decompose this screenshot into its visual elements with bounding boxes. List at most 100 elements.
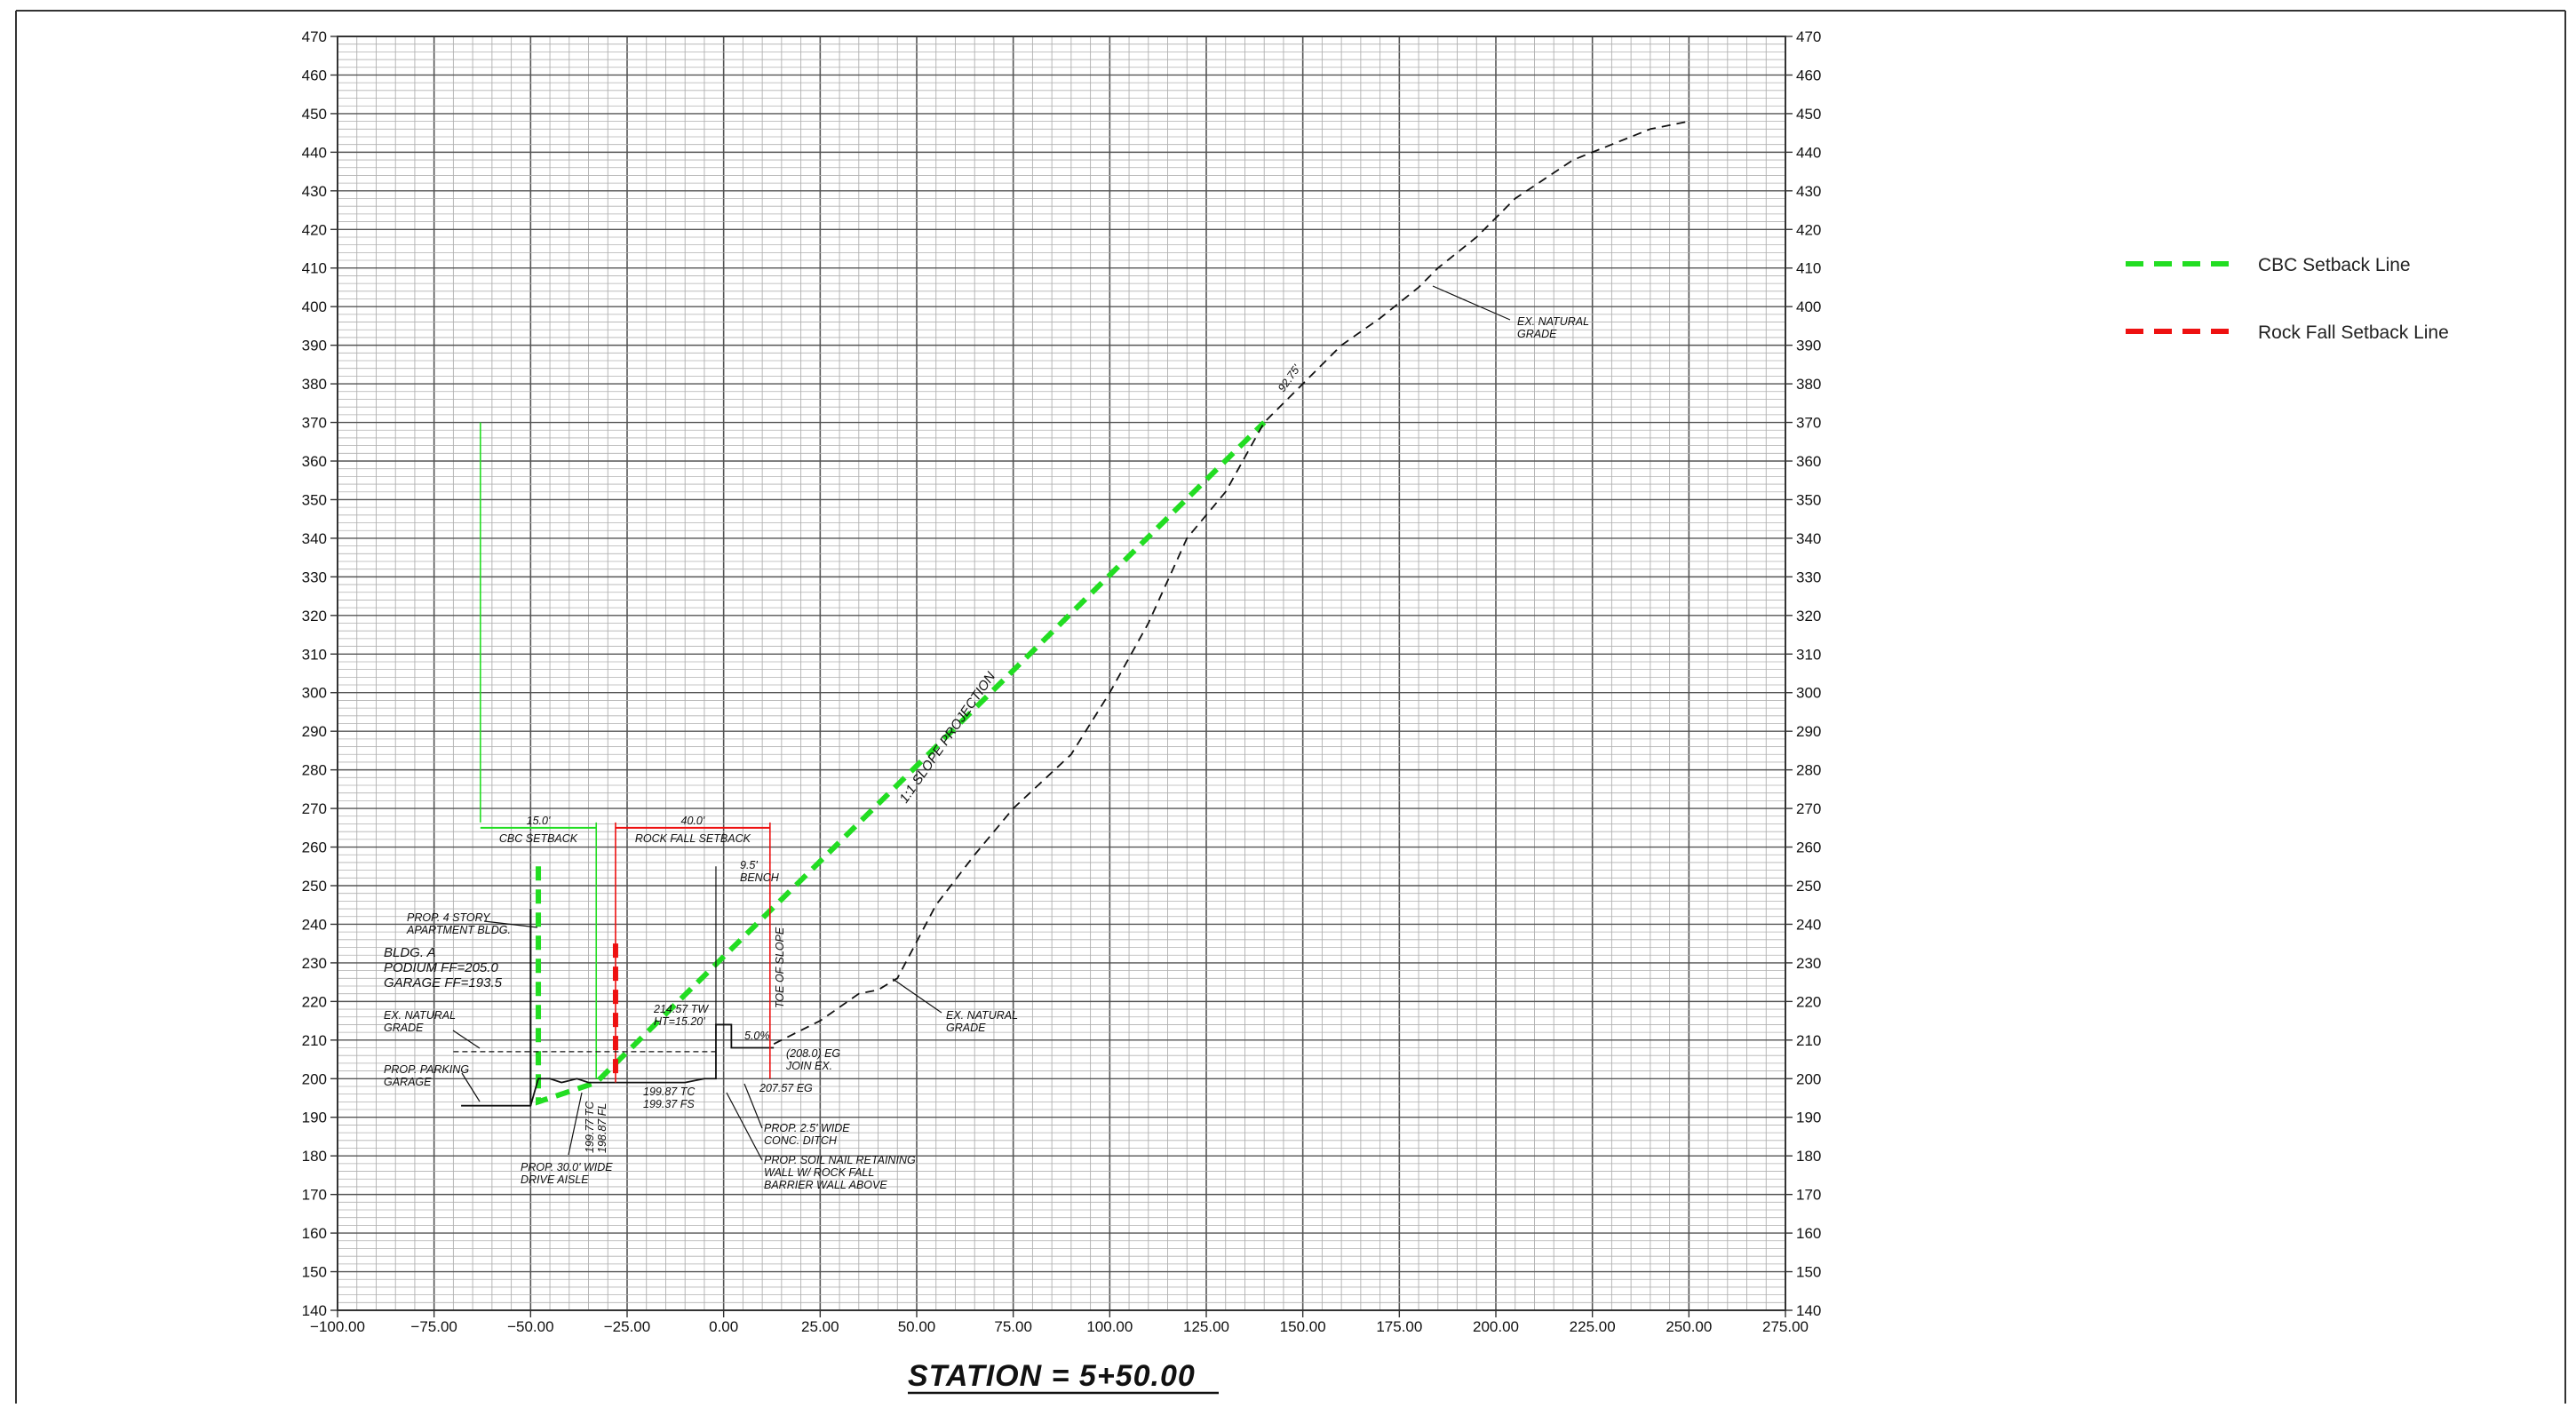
y-tick-label-left: 400 <box>302 298 327 315</box>
dimension-label: CBC SETBACK <box>499 832 578 845</box>
y-tick-label-left: 260 <box>302 839 327 856</box>
dimension-value: 40.0' <box>681 815 705 827</box>
annotation-label: EX. NATURAL GRADE <box>384 1009 456 1034</box>
y-tick-label-right: 430 <box>1796 183 1821 200</box>
annotation-line: PODIUM FF=205.0 <box>384 960 498 975</box>
annotation-line: APARTMENT BLDG. <box>406 924 511 936</box>
annotation-label: PROP. 4 STORY APARTMENT BLDG. <box>406 911 511 936</box>
y-tick-label-left: 330 <box>302 569 327 585</box>
y-tick-label-right: 450 <box>1796 106 1821 123</box>
y-tick-label-right: 140 <box>1796 1302 1821 1319</box>
y-tick-label-right: 330 <box>1796 569 1821 585</box>
annotation-line: 9.5' <box>740 859 758 871</box>
annotation-line: 92.75' <box>1276 362 1303 394</box>
x-tick-label: 200.00 <box>1473 1318 1519 1335</box>
y-tick-label-right: 180 <box>1796 1148 1821 1165</box>
y-tick-label-right: 320 <box>1796 608 1821 624</box>
annotation-line: CONC. DITCH <box>764 1134 838 1147</box>
y-tick-label-left: 320 <box>302 608 327 624</box>
y-tick-label-right: 290 <box>1796 723 1821 740</box>
y-tick-label-left: 240 <box>302 916 327 933</box>
annotation-label: PROP. SOIL NAIL RETAINING WALL W/ ROCK FA… <box>764 1154 916 1191</box>
y-tick-label-left: 390 <box>302 338 327 354</box>
y-tick-label-right: 370 <box>1796 415 1821 432</box>
x-tick-label: −25.00 <box>604 1318 650 1335</box>
y-tick-label-left: 270 <box>302 800 327 817</box>
annotation-line: GARAGE FF=193.5 <box>384 975 503 990</box>
annotation-line: DRIVE AISLE <box>521 1173 589 1186</box>
y-tick-label-right: 260 <box>1796 839 1821 856</box>
dimension-value: 15.0' <box>527 815 551 827</box>
y-tick-label-left: 290 <box>302 723 327 740</box>
x-tick-label: 225.00 <box>1570 1318 1616 1335</box>
y-tick-label-left: 280 <box>302 762 327 779</box>
y-tick-label-left: 210 <box>302 1032 327 1049</box>
annotation-line: 199.87 TC <box>643 1086 696 1098</box>
annotation-label: 92.75' <box>1276 362 1303 394</box>
x-tick-label: 75.00 <box>994 1318 1032 1335</box>
annotation-label: 214.57 TW HT=15.20' <box>653 1003 709 1028</box>
y-tick-label-right: 410 <box>1796 260 1821 277</box>
y-tick-label-left: 380 <box>302 376 327 393</box>
y-tick-label-right: 170 <box>1796 1187 1821 1204</box>
annotation-line: BENCH <box>740 871 780 884</box>
y-tick-label-right: 400 <box>1796 298 1821 315</box>
y-tick-label-right: 310 <box>1796 646 1821 663</box>
x-tick-label: 150.00 <box>1280 1318 1326 1335</box>
plot-frame <box>337 36 1786 1311</box>
legend: CBC Setback Line Rock Fall Setback Line <box>2126 255 2449 343</box>
legend-label-rockfall: Rock Fall Setback Line <box>2258 322 2449 343</box>
y-tick-label-right: 340 <box>1796 530 1821 547</box>
y-tick-label-right: 160 <box>1796 1225 1821 1242</box>
x-tick-label: 50.00 <box>898 1318 936 1335</box>
annotation-line: GRADE <box>946 1022 986 1034</box>
y-tick-label-right: 240 <box>1796 916 1821 933</box>
x-tick-label: −100.00 <box>310 1318 365 1335</box>
annotation-line: PROP. PARKING <box>384 1063 469 1076</box>
y-tick-label-right: 150 <box>1796 1264 1821 1281</box>
y-tick-label-left: 220 <box>302 993 327 1010</box>
y-tick-label-right: 300 <box>1796 685 1821 702</box>
y-tick-label-right: 390 <box>1796 338 1821 354</box>
y-tick-label-left: 230 <box>302 955 327 972</box>
y-tick-label-right: 440 <box>1796 144 1821 161</box>
cbc-setback-line <box>536 420 1267 1106</box>
annotation-line: 198.87 FL <box>596 1103 608 1153</box>
annotation-label: TOE OF SLOPE <box>774 927 786 1008</box>
y-tick-label-left: 470 <box>302 28 327 45</box>
annotation-line: 214.57 TW <box>653 1003 709 1015</box>
y-tick-label-right: 230 <box>1796 955 1821 972</box>
y-tick-label-left: 370 <box>302 415 327 432</box>
x-tick-label: 0.00 <box>709 1318 738 1335</box>
annotation-label: PROP. 2.5' WIDE CONC. DITCH <box>764 1122 850 1147</box>
y-tick-label-left: 410 <box>302 260 327 277</box>
y-tick-label-right: 460 <box>1796 67 1821 84</box>
annotation-leader <box>461 1072 481 1102</box>
dimension-label: ROCK FALL SETBACK <box>635 832 751 845</box>
series-layer <box>461 120 1690 1107</box>
annotation-line: PROP. SOIL NAIL RETAINING <box>764 1154 916 1166</box>
y-tick-label-left: 310 <box>302 646 327 663</box>
y-tick-label-left: 430 <box>302 183 327 200</box>
y-tick-label-left: 140 <box>302 1302 327 1319</box>
y-tick-label-right: 250 <box>1796 878 1821 895</box>
x-tick-label: −50.00 <box>507 1318 553 1335</box>
y-tick-label-right: 350 <box>1796 491 1821 508</box>
x-tick-label: 175.00 <box>1376 1318 1422 1335</box>
annotation-label: EX. NATURAL GRADE <box>946 1009 1018 1034</box>
y-tick-label-left: 450 <box>302 106 327 123</box>
annotation-line: 5.0% <box>744 1030 770 1042</box>
annotation-leader <box>483 920 538 928</box>
annotation-label: BLDG. A PODIUM FF=205.0 GARAGE FF=193.5 <box>384 945 503 990</box>
y-tick-label-left: 350 <box>302 491 327 508</box>
x-tick-label: 275.00 <box>1762 1318 1809 1335</box>
annotation-line: 199.77 TC <box>584 1101 596 1153</box>
y-tick-label-left: 420 <box>302 221 327 238</box>
annotation-line: GRADE <box>1517 328 1557 340</box>
annotation-line: EX. NATURAL <box>384 1009 456 1022</box>
y-tick-label-left: 460 <box>302 67 327 84</box>
y-tick-label-right: 360 <box>1796 453 1821 470</box>
y-tick-label-left: 180 <box>302 1148 327 1165</box>
annotation-line: PROP. 30.0' WIDE <box>521 1161 613 1173</box>
